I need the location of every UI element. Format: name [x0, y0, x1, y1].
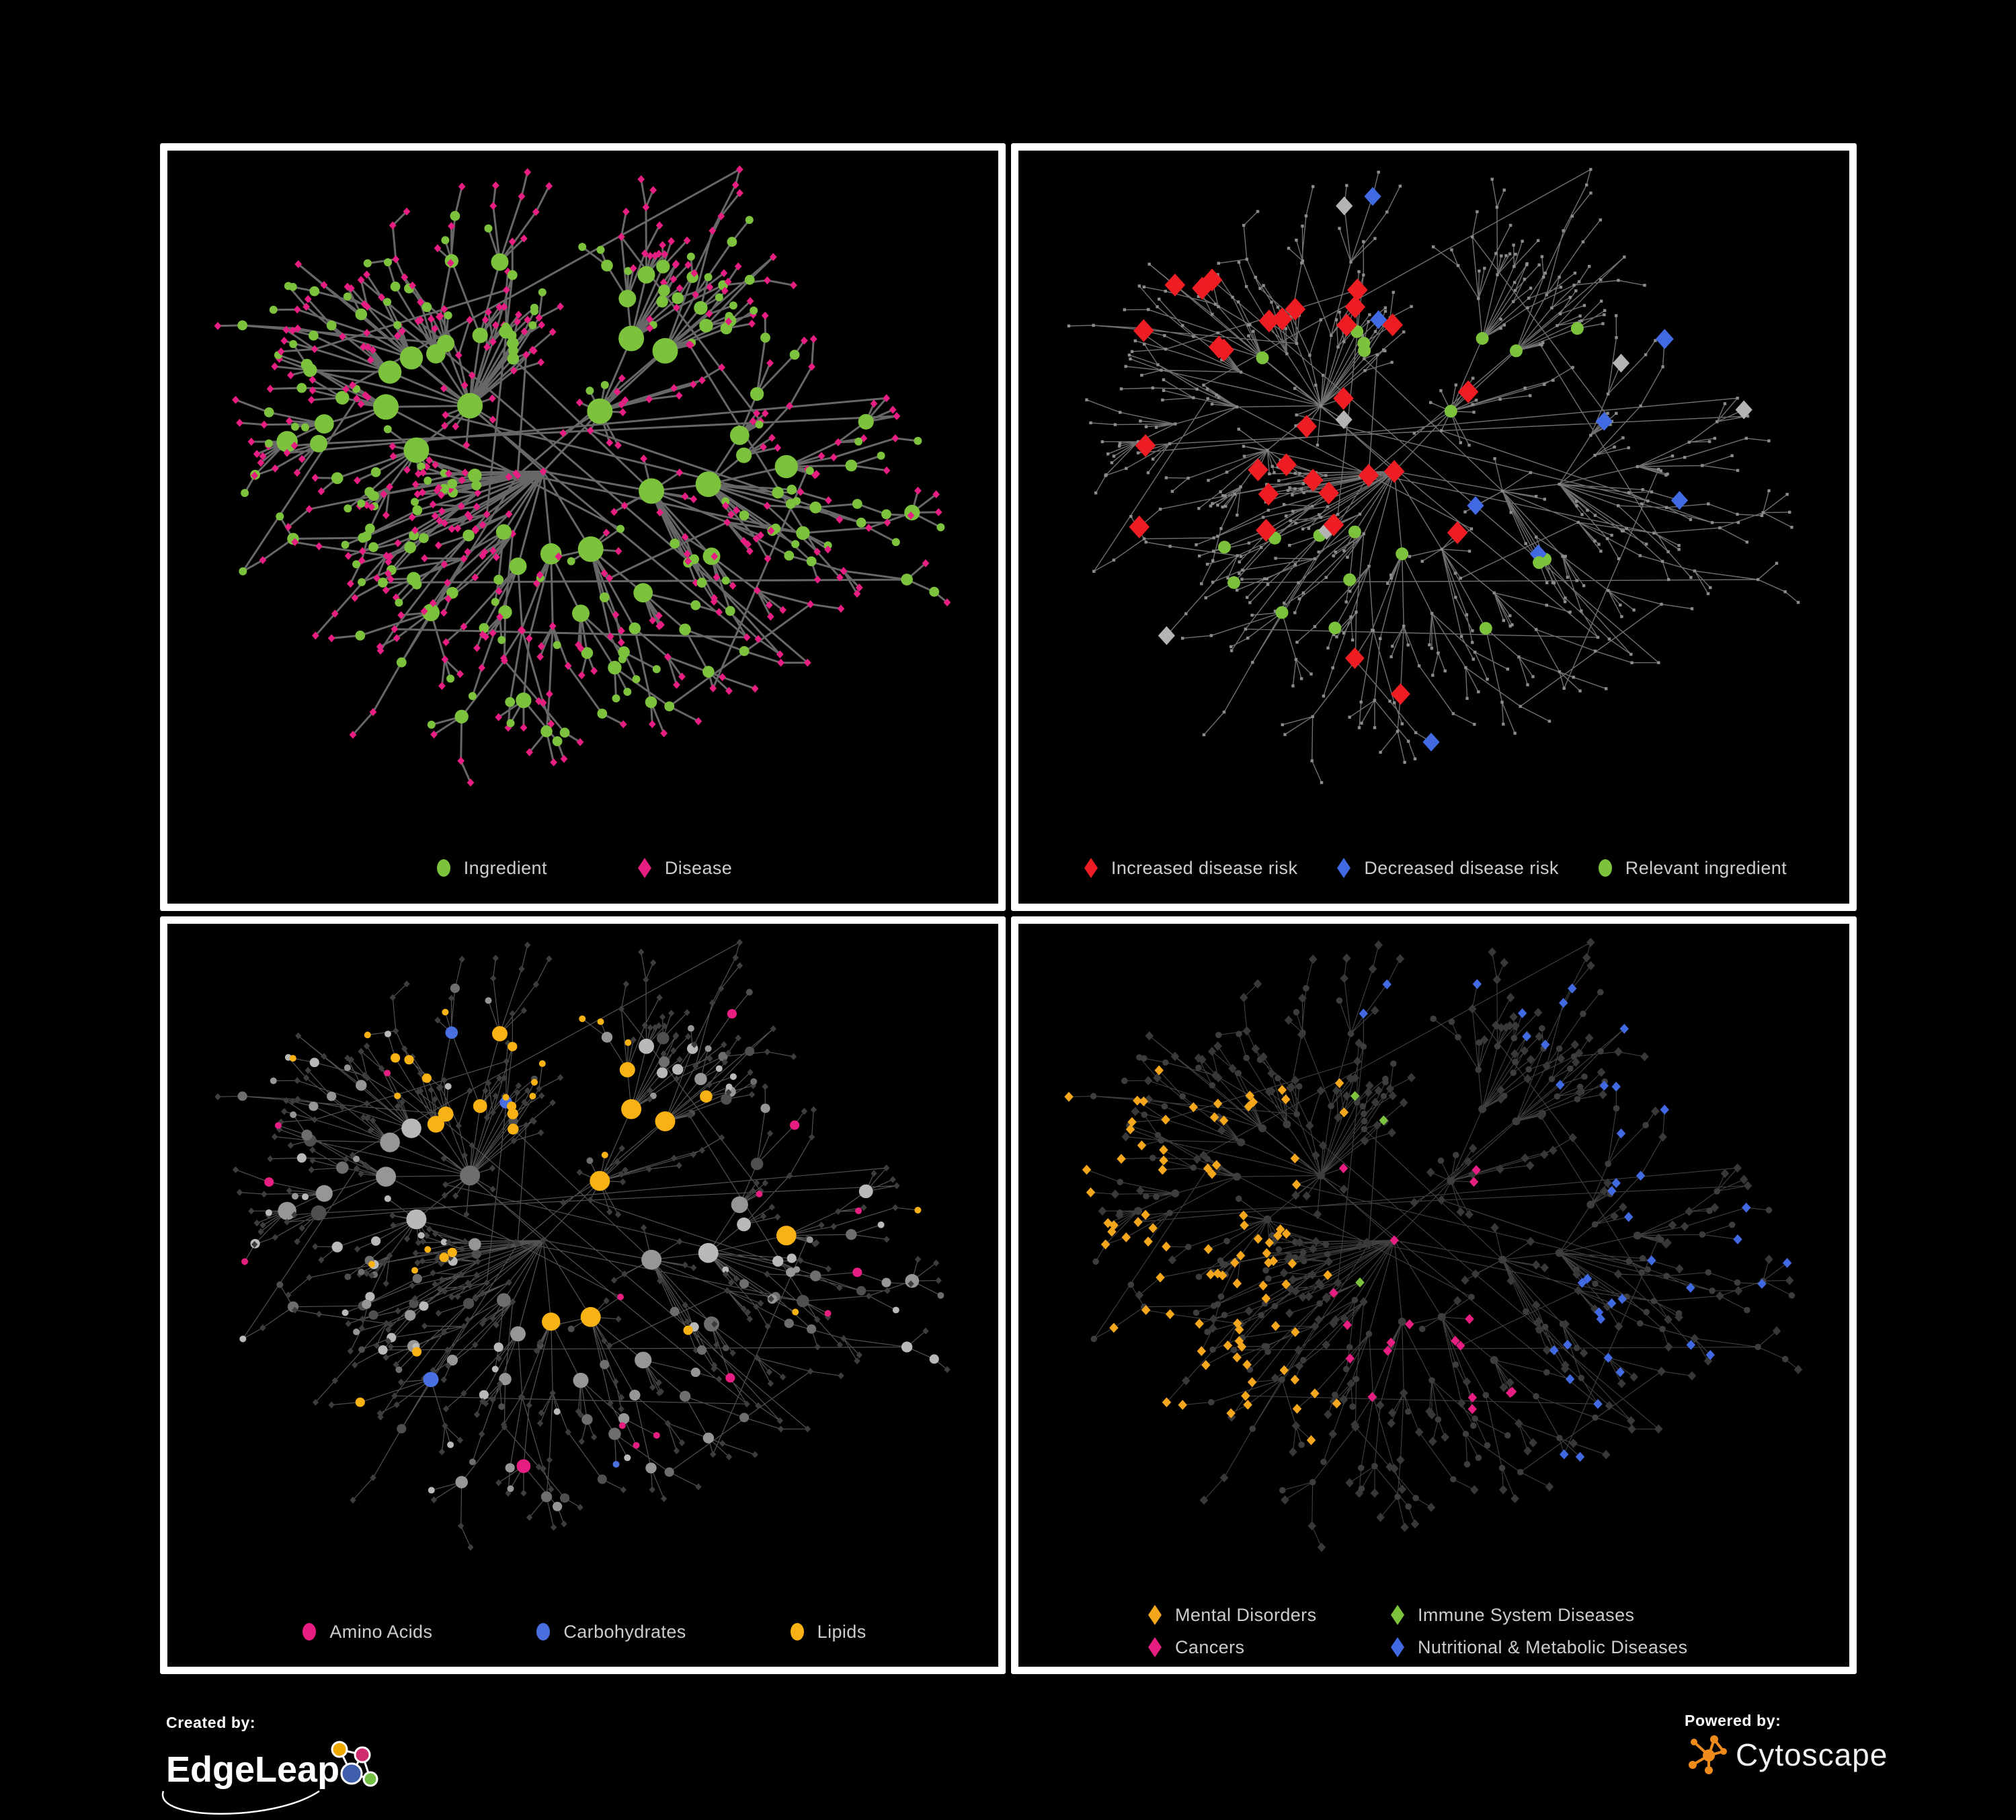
- legend-label: Cancers: [1175, 1636, 1245, 1657]
- amino-acids-swatch-icon: [299, 1620, 319, 1643]
- legend-item-decreased-risk: Decreased disease risk: [1334, 857, 1558, 879]
- legend-label: Disease: [664, 857, 733, 878]
- created-by-label: Created by:: [166, 1714, 256, 1731]
- legend-item-mental-disorders: Mental Disorders: [1145, 1604, 1387, 1626]
- legend-label: Decreased disease risk: [1364, 857, 1559, 878]
- cancers-swatch-icon: [1145, 1636, 1165, 1659]
- legend-ingredient-disease: Ingredient Disease: [167, 857, 998, 879]
- legend-item-amino-acids: Amino Acids: [299, 1620, 432, 1643]
- panel-disease-categories: Mental Disorders Immune System Diseases …: [1011, 916, 1857, 1674]
- legend-item-lipids: Lipids: [787, 1620, 866, 1643]
- legend-label: Nutritional & Metabolic Diseases: [1418, 1636, 1688, 1657]
- network-graph-disease-categories: [1064, 937, 1803, 1552]
- created-by-branding: Created by: EdgeLeap: [161, 1714, 388, 1815]
- legend-label: Ingredient: [463, 857, 547, 878]
- network-graph-ingredient-disease: [214, 165, 951, 787]
- decreased-risk-swatch-icon: [1334, 857, 1354, 879]
- edgeleap-network-icon: [331, 1741, 378, 1787]
- immune-diseases-swatch-icon: [1387, 1604, 1408, 1626]
- cytoscape-network-icon: [1689, 1735, 1727, 1774]
- legend-label: Amino Acids: [329, 1621, 433, 1642]
- legend-label: Carbohydrates: [563, 1621, 686, 1642]
- legend-disease-categories: Mental Disorders Immune System Diseases …: [1145, 1604, 1687, 1659]
- legend-item-carbohydrates: Carbohydrates: [533, 1620, 686, 1643]
- legend-label: Increased disease risk: [1111, 857, 1298, 878]
- legend-item-disease: Disease: [635, 857, 732, 879]
- legend-item-nutritional-metabolic: Nutritional & Metabolic Diseases: [1387, 1636, 1687, 1659]
- legend-label: Mental Disorders: [1175, 1604, 1317, 1625]
- legend-item-increased-risk: Increased disease risk: [1081, 857, 1297, 879]
- edgeleap-logo: EdgeLeap: [161, 1741, 378, 1815]
- network-graph-disease-risk: [1067, 167, 1800, 785]
- legend-label: Lipids: [817, 1621, 866, 1642]
- mental-disorders-swatch-icon: [1145, 1604, 1165, 1626]
- lipids-swatch-icon: [787, 1620, 807, 1643]
- powered-by-label: Powered by:: [1685, 1712, 1781, 1729]
- cytoscape-wordmark: Cytoscape: [1736, 1737, 1888, 1772]
- legend-label: Immune System Diseases: [1418, 1604, 1635, 1625]
- increased-risk-swatch-icon: [1081, 857, 1101, 879]
- network-graph-nutrient-classes: [214, 939, 951, 1551]
- cytoscape-logo: Cytoscape: [1689, 1735, 1888, 1774]
- nutritional-metabolic-swatch-icon: [1387, 1636, 1408, 1659]
- edgeleap-wordmark: EdgeLeap: [166, 1749, 339, 1790]
- legend-item-immune-diseases: Immune System Diseases: [1387, 1604, 1687, 1626]
- legend-nutrient-classes: Amino Acids Carbohydrates Lipids: [167, 1620, 998, 1643]
- carbohydrates-swatch-icon: [533, 1620, 553, 1643]
- legend-label: Relevant ingredient: [1625, 857, 1787, 878]
- legend-item-ingredient: Ingredient: [434, 857, 547, 879]
- edgeleap-swoosh-icon: [161, 1790, 320, 1815]
- panel-nutrient-classes: Amino Acids Carbohydrates Lipids: [160, 916, 1006, 1674]
- legend-disease-risk: Increased disease risk Decreased disease…: [1018, 857, 1849, 879]
- powered-by-branding: Powered by: Cytoscape: [1685, 1712, 1906, 1780]
- panel-ingredient-disease: Ingredient Disease: [160, 143, 1006, 911]
- relevant-ingredient-swatch-icon: [1595, 857, 1615, 879]
- ingredient-swatch-icon: [434, 857, 454, 879]
- panel-disease-risk: Increased disease risk Decreased disease…: [1011, 143, 1857, 911]
- legend-item-cancers: Cancers: [1145, 1636, 1387, 1659]
- disease-swatch-icon: [635, 857, 655, 879]
- legend-item-relevant-ingredient: Relevant ingredient: [1595, 857, 1787, 879]
